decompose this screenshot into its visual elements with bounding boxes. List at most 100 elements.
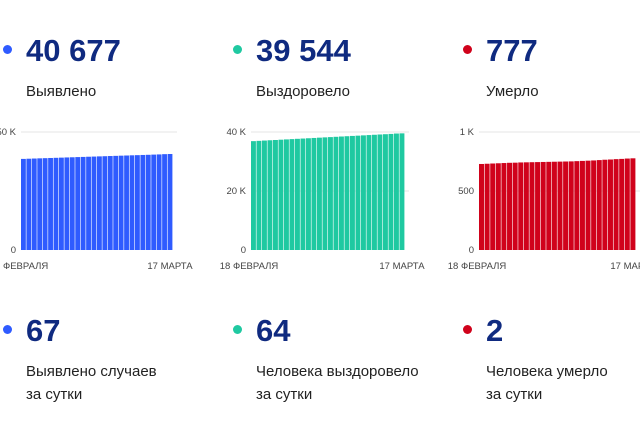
x-tick-label: 18 ФЕВРАЛЯ [220, 261, 279, 272]
status-dot-icon [3, 325, 12, 334]
bar [80, 156, 86, 250]
y-tick-label: 50 K [0, 127, 17, 138]
bar [355, 135, 361, 250]
bar [328, 137, 333, 250]
stat-label: Умерло [486, 83, 539, 100]
bar [607, 159, 613, 250]
bar [366, 135, 372, 250]
y-tick-label: 0 [469, 245, 474, 256]
bar [145, 154, 151, 250]
bar [75, 157, 81, 250]
bar [37, 158, 43, 250]
bar [551, 161, 557, 250]
bar [388, 133, 394, 250]
y-tick-label: 20 K [226, 186, 246, 197]
status-dot-icon [463, 45, 472, 54]
bar [267, 140, 273, 250]
bar [540, 161, 546, 250]
daily-value: 2 [486, 313, 504, 348]
status-dot-icon [3, 45, 12, 54]
bar [591, 160, 597, 250]
status-dot-icon [233, 325, 242, 334]
y-tick-label: 40 K [226, 127, 246, 138]
y-tick-label: 0 [11, 245, 16, 256]
stat-value: 40 677 [26, 33, 121, 68]
x-tick-label: 17 МАРТА [147, 261, 193, 272]
bar [262, 140, 267, 250]
daily-value: 64 [256, 313, 291, 348]
daily-label-period: за сутки [256, 386, 313, 403]
bar [311, 137, 317, 250]
bar [563, 161, 569, 250]
bar [344, 136, 350, 250]
bar [507, 162, 513, 250]
bar [518, 162, 524, 250]
daily-label: Человека умерло [486, 363, 608, 380]
bar [31, 158, 37, 250]
bar [86, 156, 91, 250]
bar [129, 155, 135, 250]
bar [495, 163, 501, 250]
bar [273, 139, 278, 250]
bar [53, 157, 59, 250]
x-tick-label: 17 МАРТА [610, 261, 640, 272]
bar [596, 160, 602, 250]
bar [613, 159, 619, 250]
bar [102, 156, 108, 250]
bar [350, 135, 355, 250]
bar [557, 161, 563, 250]
bar [156, 154, 162, 250]
bar [339, 136, 344, 250]
bar [91, 156, 97, 250]
bar [479, 163, 485, 250]
bar [21, 158, 26, 250]
x-tick-label: 18 ФЕВРАЛЯ [0, 261, 48, 272]
stat-value: 777 [486, 33, 538, 68]
daily-label: Выявлено случаев [26, 363, 157, 380]
bar [361, 135, 366, 250]
bar [26, 158, 32, 250]
bar [512, 162, 518, 250]
stat-label: Выявлено [26, 83, 97, 100]
stat-value: 39 544 [256, 33, 351, 68]
bar [306, 138, 311, 250]
bar [602, 159, 608, 250]
y-tick-label: 1 K [460, 127, 475, 138]
bar [377, 134, 383, 250]
bar [295, 138, 300, 250]
bar [383, 134, 388, 250]
daily-label: Человека выздоровело [256, 363, 419, 380]
bar [394, 133, 399, 250]
bar [64, 157, 70, 250]
bar [501, 163, 507, 250]
bar [546, 161, 552, 250]
bar [113, 155, 119, 250]
bar [568, 161, 574, 250]
bar [42, 158, 48, 250]
x-tick-label: 18 ФЕВРАЛЯ [448, 261, 507, 272]
bar [97, 156, 102, 250]
status-dot-icon [463, 325, 472, 334]
bar [619, 158, 625, 250]
bar [624, 158, 630, 250]
bar [322, 137, 328, 250]
bar [118, 155, 124, 250]
bar [490, 163, 496, 250]
bar [107, 156, 113, 250]
bar [289, 139, 295, 250]
bar [167, 154, 173, 250]
bar [333, 136, 339, 250]
status-dot-icon [233, 45, 242, 54]
bar [59, 157, 64, 250]
bar [48, 157, 53, 250]
bar [300, 138, 306, 250]
bar [529, 162, 535, 250]
daily-label-period: за сутки [486, 386, 543, 403]
bar [399, 133, 405, 250]
bar [484, 163, 490, 250]
bar [574, 161, 580, 250]
bar [317, 137, 322, 250]
daily-value: 67 [26, 313, 61, 348]
bar [284, 139, 289, 250]
bar [140, 154, 146, 250]
